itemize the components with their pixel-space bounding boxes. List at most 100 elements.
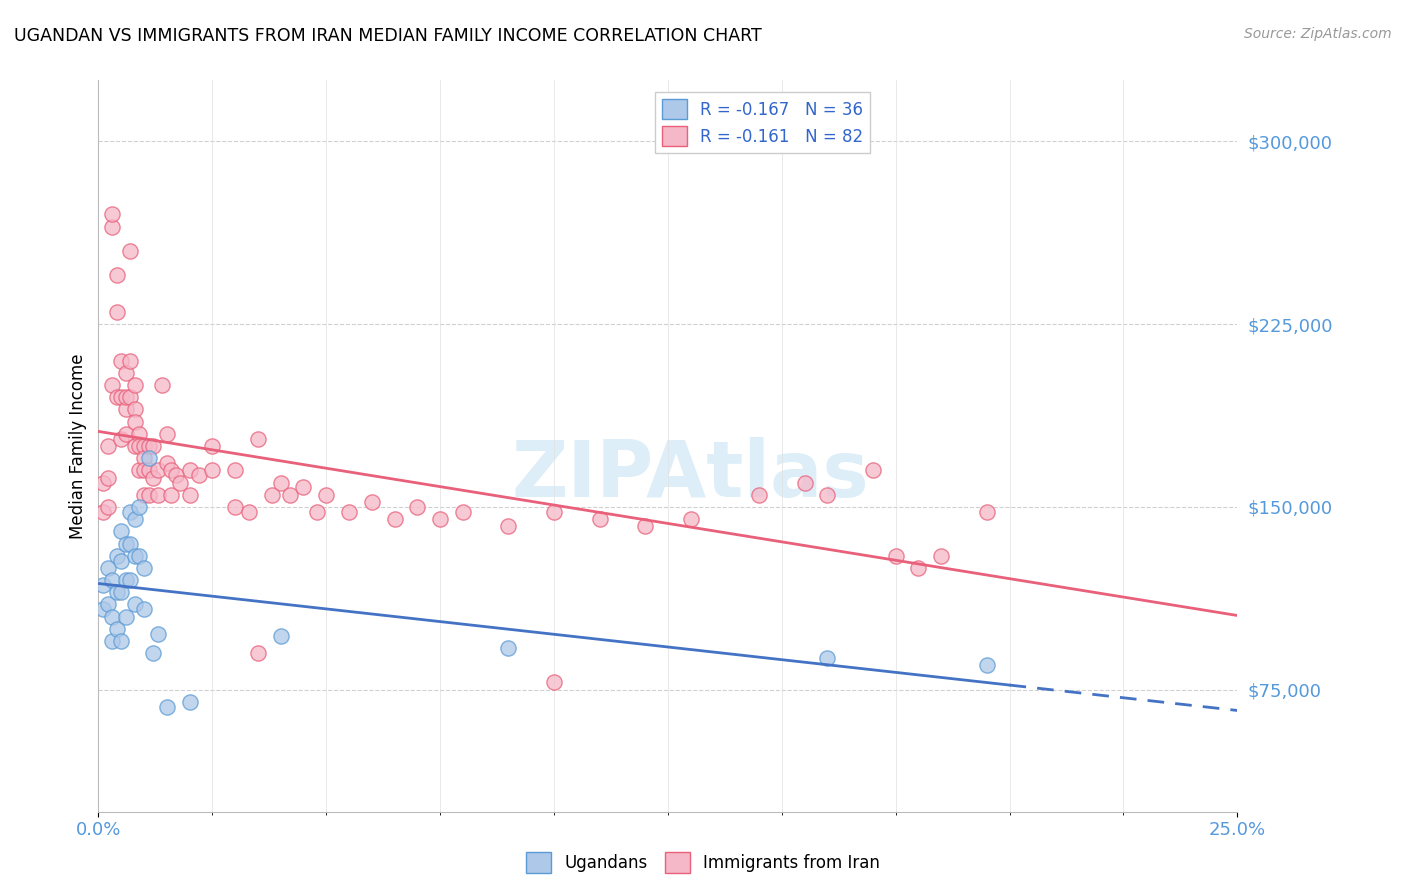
Point [451, 505, 474, 519]
Point [224, 500, 246, 514]
Point [105, 549, 128, 563]
Point [907, 561, 929, 575]
Point [679, 512, 702, 526]
Legend: R = -0.167   N = 36, R = -0.161   N = 82: R = -0.167 N = 36, R = -0.161 N = 82 [655, 92, 870, 153]
Point [96, 471, 118, 485]
Point [114, 609, 136, 624]
Point [165, 468, 187, 483]
Point [96, 598, 118, 612]
Point [156, 699, 179, 714]
Point [124, 439, 146, 453]
Point [101, 609, 124, 624]
Point [270, 475, 292, 490]
Point [110, 432, 132, 446]
Point [360, 495, 382, 509]
Point [101, 219, 124, 234]
Point [929, 549, 952, 563]
Point [101, 378, 124, 392]
Point [114, 573, 136, 587]
Point [150, 378, 173, 392]
Point [138, 488, 160, 502]
Point [793, 475, 815, 490]
Point [91, 578, 114, 592]
Point [160, 463, 183, 477]
Point [114, 366, 136, 380]
Point [142, 439, 165, 453]
Point [96, 561, 118, 575]
Point [169, 475, 191, 490]
Point [976, 658, 998, 673]
Point [278, 488, 301, 502]
Point [142, 646, 165, 660]
Point [429, 512, 451, 526]
Point [260, 488, 283, 502]
Point [132, 439, 155, 453]
Point [138, 451, 160, 466]
Point [498, 641, 520, 656]
Legend: Ugandans, Immigrants from Iran: Ugandans, Immigrants from Iran [520, 846, 886, 880]
Point [124, 415, 146, 429]
Point [238, 505, 260, 519]
Point [315, 488, 337, 502]
Point [976, 505, 998, 519]
Point [101, 634, 124, 648]
Point [384, 512, 406, 526]
Point [146, 626, 169, 640]
Point [110, 390, 132, 404]
Point [815, 651, 838, 665]
Point [146, 488, 169, 502]
Y-axis label: Median Family Income: Median Family Income [69, 353, 87, 539]
Point [91, 475, 114, 490]
Point [156, 426, 179, 441]
Point [124, 378, 146, 392]
Point [128, 426, 150, 441]
Point [160, 488, 183, 502]
Point [101, 207, 124, 221]
Point [138, 439, 160, 453]
Point [101, 573, 124, 587]
Point [132, 561, 155, 575]
Point [124, 598, 146, 612]
Point [120, 536, 142, 550]
Point [179, 488, 201, 502]
Text: UGANDAN VS IMMIGRANTS FROM IRAN MEDIAN FAMILY INCOME CORRELATION CHART: UGANDAN VS IMMIGRANTS FROM IRAN MEDIAN F… [14, 27, 762, 45]
Point [815, 488, 838, 502]
Point [862, 463, 884, 477]
Point [105, 585, 128, 599]
Point [120, 505, 142, 519]
Point [114, 426, 136, 441]
Point [543, 505, 565, 519]
Point [120, 244, 142, 258]
Point [179, 463, 201, 477]
Point [105, 268, 128, 283]
Point [270, 629, 292, 643]
Point [105, 390, 128, 404]
Point [246, 432, 269, 446]
Point [110, 353, 132, 368]
Point [246, 646, 269, 660]
Point [179, 695, 201, 709]
Point [124, 512, 146, 526]
Point [128, 439, 150, 453]
Point [224, 463, 246, 477]
Point [156, 456, 179, 470]
Text: Source: ZipAtlas.com: Source: ZipAtlas.com [1244, 27, 1392, 41]
Point [132, 602, 155, 616]
Point [105, 305, 128, 319]
Point [120, 353, 142, 368]
Point [588, 512, 610, 526]
Point [110, 524, 132, 539]
Point [110, 634, 132, 648]
Point [120, 573, 142, 587]
Point [406, 500, 429, 514]
Point [91, 602, 114, 616]
Point [292, 480, 315, 494]
Point [110, 585, 132, 599]
Point [105, 622, 128, 636]
Point [124, 402, 146, 417]
Point [142, 471, 165, 485]
Point [187, 468, 209, 483]
Point [114, 536, 136, 550]
Point [128, 549, 150, 563]
Point [91, 505, 114, 519]
